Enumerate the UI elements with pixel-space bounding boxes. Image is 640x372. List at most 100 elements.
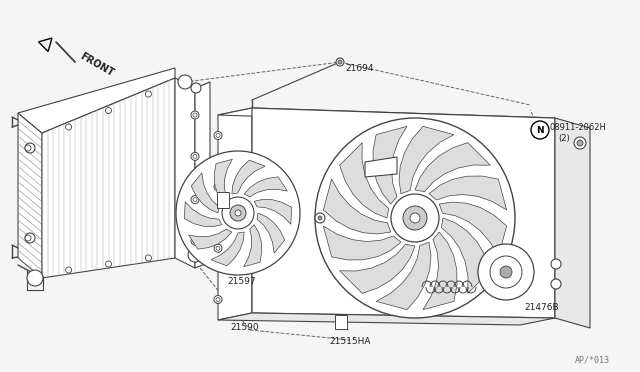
- Polygon shape: [423, 232, 457, 310]
- Polygon shape: [252, 108, 555, 318]
- Polygon shape: [18, 68, 175, 133]
- Circle shape: [216, 246, 220, 250]
- Circle shape: [391, 194, 439, 242]
- Circle shape: [500, 266, 512, 278]
- Text: 21694+A: 21694+A: [258, 211, 300, 219]
- Circle shape: [230, 205, 246, 221]
- Circle shape: [25, 233, 35, 243]
- Circle shape: [551, 259, 561, 269]
- Polygon shape: [211, 232, 244, 266]
- Circle shape: [176, 151, 300, 275]
- Polygon shape: [340, 142, 388, 218]
- Circle shape: [318, 216, 322, 220]
- Circle shape: [27, 270, 43, 286]
- Polygon shape: [191, 173, 219, 213]
- Circle shape: [65, 124, 72, 130]
- Polygon shape: [218, 313, 555, 325]
- Polygon shape: [42, 78, 175, 278]
- Circle shape: [216, 134, 220, 138]
- Circle shape: [551, 279, 561, 289]
- Text: 21591: 21591: [468, 259, 497, 267]
- Polygon shape: [257, 213, 285, 253]
- Text: 21597: 21597: [228, 278, 256, 286]
- Text: 21599N: 21599N: [383, 144, 419, 153]
- Polygon shape: [244, 225, 262, 267]
- Polygon shape: [415, 142, 490, 192]
- Text: AP/*013: AP/*013: [575, 356, 610, 365]
- Circle shape: [235, 210, 241, 216]
- Text: 21515HA: 21515HA: [329, 337, 371, 346]
- Text: 21476B: 21476B: [524, 304, 559, 312]
- Polygon shape: [340, 244, 415, 294]
- Circle shape: [336, 58, 344, 66]
- Polygon shape: [214, 159, 232, 201]
- Polygon shape: [399, 126, 454, 194]
- Circle shape: [193, 113, 197, 117]
- Polygon shape: [218, 108, 252, 320]
- Polygon shape: [189, 229, 232, 249]
- Polygon shape: [18, 113, 42, 278]
- Polygon shape: [232, 160, 265, 194]
- Polygon shape: [555, 118, 590, 328]
- Circle shape: [25, 235, 31, 241]
- Circle shape: [193, 154, 197, 158]
- Circle shape: [410, 213, 420, 223]
- Circle shape: [25, 145, 31, 151]
- Text: 21598: 21598: [483, 272, 511, 280]
- Circle shape: [178, 75, 192, 89]
- Circle shape: [214, 183, 222, 191]
- Circle shape: [191, 196, 199, 203]
- Polygon shape: [218, 108, 555, 125]
- Circle shape: [191, 153, 199, 160]
- Text: 08911-2062H: 08911-2062H: [550, 122, 607, 131]
- Text: FRONT: FRONT: [78, 51, 115, 78]
- Circle shape: [106, 261, 111, 267]
- Circle shape: [25, 143, 35, 153]
- Circle shape: [191, 83, 201, 93]
- Circle shape: [214, 244, 222, 252]
- Polygon shape: [376, 242, 431, 310]
- Text: (2): (2): [558, 134, 570, 142]
- Polygon shape: [429, 176, 507, 210]
- Circle shape: [216, 185, 220, 189]
- Polygon shape: [175, 78, 195, 268]
- Polygon shape: [439, 202, 507, 257]
- Circle shape: [145, 255, 152, 261]
- Circle shape: [214, 131, 222, 140]
- Circle shape: [65, 267, 72, 273]
- Circle shape: [222, 197, 254, 229]
- Circle shape: [478, 244, 534, 300]
- Polygon shape: [244, 177, 287, 197]
- Polygon shape: [365, 157, 397, 177]
- Polygon shape: [442, 218, 490, 294]
- Circle shape: [338, 60, 342, 64]
- Circle shape: [531, 121, 549, 139]
- Circle shape: [193, 239, 197, 243]
- Circle shape: [315, 118, 515, 318]
- Polygon shape: [323, 179, 391, 234]
- Text: 21515H: 21515H: [226, 167, 261, 176]
- Circle shape: [577, 140, 583, 146]
- Circle shape: [315, 213, 325, 223]
- Text: 21475: 21475: [460, 208, 488, 218]
- Polygon shape: [38, 38, 52, 51]
- Polygon shape: [323, 226, 401, 260]
- Circle shape: [188, 248, 202, 262]
- FancyBboxPatch shape: [335, 315, 347, 329]
- Circle shape: [574, 137, 586, 149]
- Circle shape: [214, 295, 222, 304]
- Polygon shape: [184, 202, 222, 227]
- Text: C1193-: C1193-: [467, 283, 497, 292]
- Circle shape: [145, 91, 152, 97]
- Circle shape: [106, 108, 111, 113]
- Polygon shape: [254, 199, 292, 224]
- Text: 21694: 21694: [345, 64, 374, 73]
- Polygon shape: [195, 82, 210, 268]
- Circle shape: [191, 111, 199, 119]
- Circle shape: [191, 237, 199, 245]
- Circle shape: [403, 206, 427, 230]
- Circle shape: [193, 198, 197, 202]
- Text: 21590: 21590: [230, 323, 259, 331]
- Circle shape: [490, 256, 522, 288]
- Text: N: N: [536, 125, 544, 135]
